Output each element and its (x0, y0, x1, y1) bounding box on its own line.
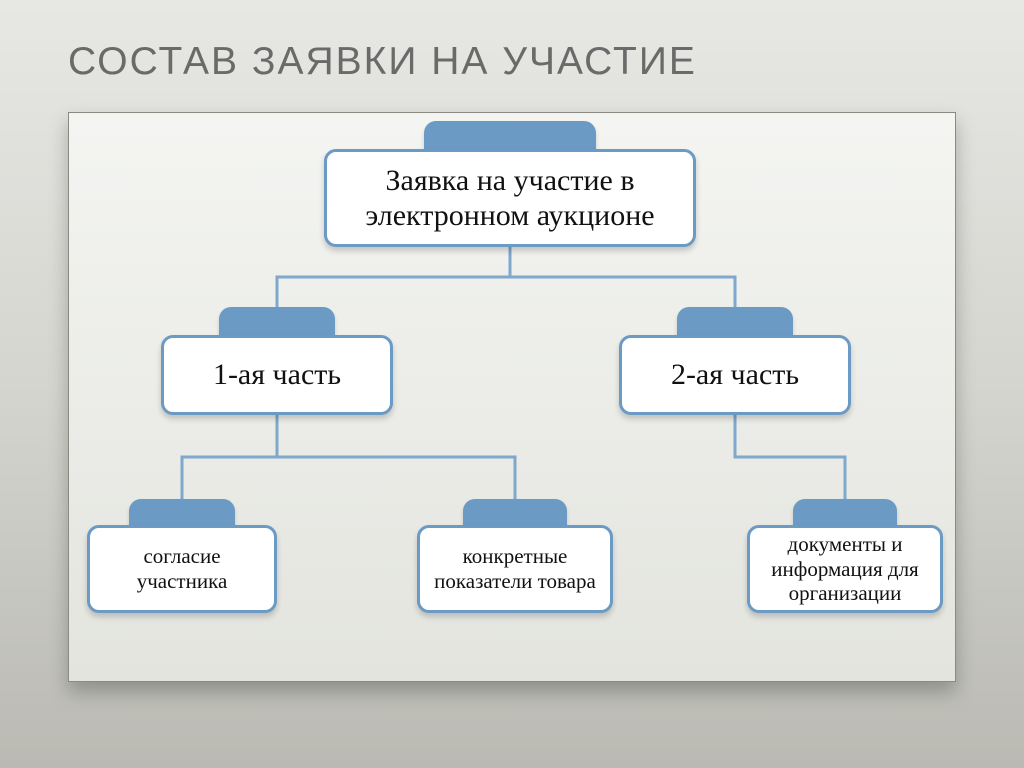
node-root-label: Заявка на участие в электронном аукционе (337, 163, 683, 234)
diagram-panel: Заявка на участие в электронном аукционе… (68, 112, 956, 682)
node-cap-leaf3 (793, 499, 897, 525)
node-cap-part1 (219, 307, 335, 335)
node-part1: 1-ая часть (161, 335, 393, 415)
node-leaf3: документы и информация для организации (747, 525, 943, 613)
node-part2-label: 2-ая часть (671, 357, 799, 392)
node-leaf1: согласие участника (87, 525, 277, 613)
node-cap-leaf1 (129, 499, 235, 525)
node-leaf2-label: конкретные показатели товара (430, 544, 600, 594)
node-cap-part2 (677, 307, 793, 335)
node-cap-leaf2 (463, 499, 567, 525)
node-part1-label: 1-ая часть (213, 357, 341, 392)
node-leaf3-label: документы и информация для организации (760, 532, 930, 606)
node-root: Заявка на участие в электронном аукционе (324, 149, 696, 247)
node-leaf1-label: согласие участника (100, 544, 264, 594)
node-part2: 2-ая часть (619, 335, 851, 415)
node-leaf2: конкретные показатели товара (417, 525, 613, 613)
slide: СОСТАВ ЗАЯВКИ НА УЧАСТИЕ Заявка на участ… (0, 0, 1024, 768)
node-cap-root (424, 121, 596, 149)
slide-title: СОСТАВ ЗАЯВКИ НА УЧАСТИЕ (68, 40, 956, 84)
